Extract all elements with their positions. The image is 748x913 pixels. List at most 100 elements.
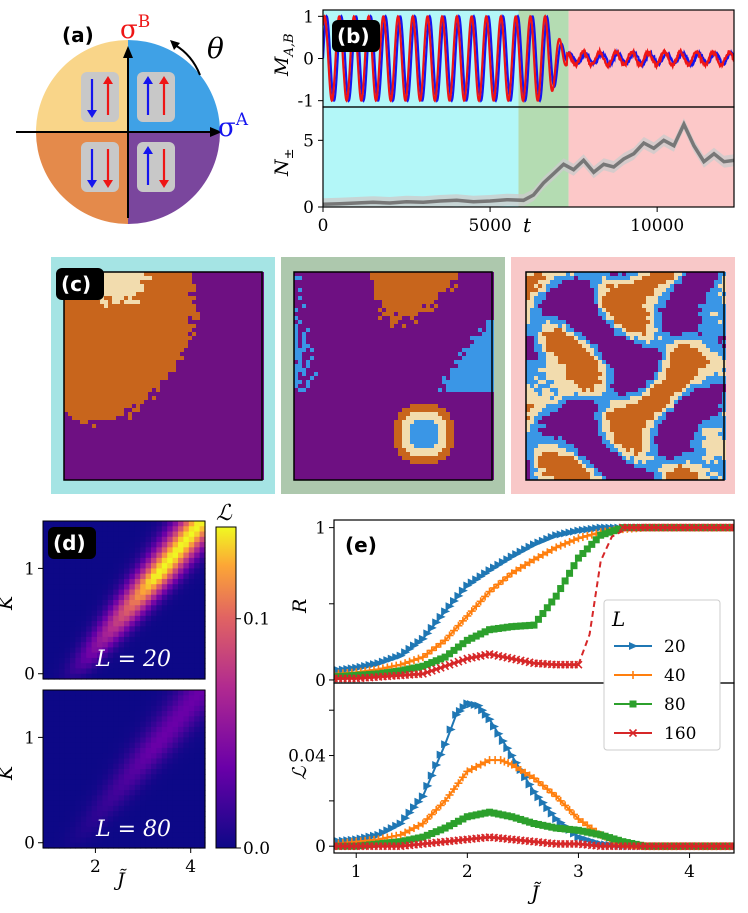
sigma-a-sup: A <box>235 110 249 130</box>
d-bottom-ylabel: K̃ <box>0 764 17 781</box>
d-xtick: 2 <box>90 857 101 877</box>
spin-box-top-left <box>81 72 119 122</box>
e-xlabel: J̃ <box>527 881 542 905</box>
colorbar <box>215 526 237 849</box>
snapshot-pink <box>526 272 726 480</box>
arrow-up-red-icon <box>159 76 169 115</box>
panel-label-b: (b) <box>337 24 370 48</box>
legend-entry-L20: 20 <box>614 637 686 657</box>
b-xlabel: t <box>523 213 532 237</box>
d-top-annotation: L = 20 <box>95 647 171 672</box>
legend-title: L <box>611 607 625 631</box>
panel-c: (c) <box>51 257 735 494</box>
legend-label: 20 <box>664 637 686 657</box>
b-xtick: 5000 <box>468 216 511 236</box>
e-bottom-ylabel: ℒ <box>289 765 311 780</box>
d-bottom-annotation: L = 80 <box>95 817 171 842</box>
legend-entry-L160: 160 <box>614 724 696 744</box>
series-N-band <box>323 118 734 207</box>
b-top-ylabel-sub: A,B <box>282 33 297 57</box>
arrow-up-blue-icon <box>143 146 153 185</box>
arrow-up-red-icon <box>103 76 113 115</box>
b-xtick: 0 <box>318 216 329 236</box>
series-L40 <box>334 756 734 851</box>
legend-label: 80 <box>664 695 686 715</box>
theta-arc-icon <box>174 44 201 76</box>
e-xtick: 4 <box>684 862 695 882</box>
arrow-down-blue-icon <box>87 79 97 118</box>
arrow-down-red-icon <box>103 149 113 188</box>
sigma-a-label: σ <box>218 113 236 143</box>
b-bottom-ylabel: N <box>271 158 293 177</box>
sigma-b-sup: B <box>138 12 151 32</box>
d-xlabel: J̃ <box>113 869 128 891</box>
b-bottom-ylabel-sub: ± <box>282 148 297 159</box>
panel-label-b-bg <box>332 20 380 52</box>
panel-b-bottom-frame <box>322 106 735 208</box>
legend-label: 40 <box>664 666 686 686</box>
series-N <box>323 120 734 207</box>
region-bottom-0 <box>323 107 519 207</box>
panel-e: 0 1 0 0.04 1 2 3 4 R ℒ J̃ L 20 40 80 160 (e) <box>288 519 735 905</box>
d-top-ytick: 1 <box>24 559 35 579</box>
arrow-up-blue-icon <box>143 76 153 115</box>
e-bottom-ytick: 0 <box>315 837 326 857</box>
legend-entry-L80: 80 <box>614 695 686 715</box>
axis-vertical <box>123 46 133 218</box>
e-top-ytick: 0 <box>315 671 326 691</box>
e-bottom-ytick: 0.04 <box>288 747 326 767</box>
spin-box-bottom-left <box>81 142 119 192</box>
b-top-ytick: 1 <box>303 7 314 27</box>
snapshot-cyan <box>64 272 264 480</box>
theta-label: θ <box>207 32 224 65</box>
spin-box-top-right <box>137 72 175 122</box>
panel-label-a: (a) <box>62 23 94 47</box>
sigma-b-label: σ <box>120 15 138 45</box>
d-xtick: 4 <box>185 857 196 877</box>
panel-d: 0 1 0 1 2 4 L = 20 L = 80 K̃ K̃ J̃ 0.0 0.1 ℒ (… <box>0 501 270 891</box>
spin-box-bottom-right <box>137 142 175 192</box>
series-M_B <box>323 14 734 103</box>
legend-entry-L40: 40 <box>614 666 686 686</box>
svg-text:σA: σA <box>218 110 249 143</box>
panel-label-c: (c) <box>61 272 91 296</box>
series-L160 <box>334 523 734 683</box>
panel-label-e: (e) <box>345 533 377 557</box>
e-top-ytick: 1 <box>315 519 326 539</box>
panel-label-d: (d) <box>53 531 86 555</box>
axis-horizontal <box>16 127 222 137</box>
theta-arrowhead-icon <box>170 40 180 50</box>
svg-text:MA,B: MA,B <box>271 33 297 77</box>
b-top-ytick: 0 <box>303 50 314 70</box>
legend: L 20 40 80 160 <box>603 599 721 751</box>
d-bottom-ytick: 0 <box>24 834 35 854</box>
d-top-ylabel: K̃ <box>0 594 17 611</box>
arrow-down-red-icon <box>159 149 169 188</box>
b-bottom-ytick: 0 <box>303 198 314 218</box>
snapshot-green <box>294 272 494 480</box>
b-bottom-ytick: 5 <box>303 131 314 151</box>
svg-text:N±: N± <box>271 148 297 177</box>
colorbar-tick: 0.1 <box>243 610 270 630</box>
panel-label-c-bg <box>56 268 104 300</box>
legend-label: 160 <box>664 724 696 744</box>
e-top-ylabel: R <box>289 599 311 614</box>
arrow-down-blue-icon <box>87 149 97 188</box>
d-top-ytick: 0 <box>24 665 35 685</box>
svg-text:σB: σB <box>120 12 150 45</box>
e-xtick: 3 <box>573 862 584 882</box>
d-bottom-ytick: 1 <box>24 728 35 748</box>
b-top-ylabel: M <box>271 56 293 77</box>
e-xtick: 1 <box>351 862 362 882</box>
region-bottom-1 <box>518 107 569 207</box>
panel-a: θ σB σA (a) <box>16 12 249 224</box>
colorbar-label: ℒ <box>216 501 233 526</box>
series-L160 <box>334 833 734 851</box>
b-top-ytick: -1 <box>297 92 314 112</box>
colorbar-tick: 0.0 <box>243 839 270 859</box>
b-xtick: 10000 <box>630 216 684 236</box>
e-xtick: 2 <box>462 862 473 882</box>
panel-label-d-bg <box>48 527 96 559</box>
